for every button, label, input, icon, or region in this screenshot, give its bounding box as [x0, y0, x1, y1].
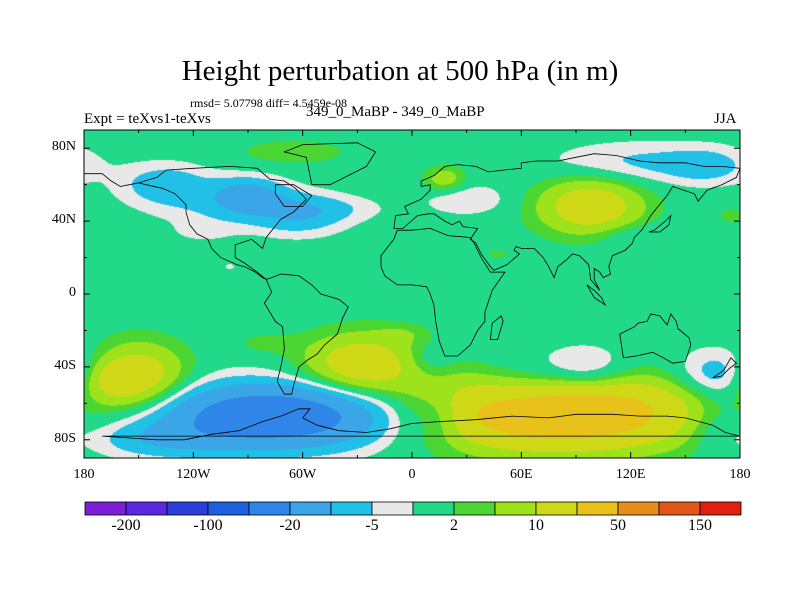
- lat-tick-label: 40S: [54, 357, 76, 373]
- coastline-10: [283, 142, 377, 186]
- colorbar-label: 50: [610, 517, 626, 534]
- season-label: JJA: [714, 111, 737, 127]
- colorbar-swatch: [535, 501, 578, 516]
- lon-tick-label: 0: [408, 467, 416, 482]
- coastline-8: [586, 284, 607, 307]
- colorbar-label: -100: [193, 517, 223, 534]
- colorbar-label: -20: [279, 517, 301, 534]
- colorbar-swatch: [494, 501, 537, 516]
- chart-title: Height perturbation at 500 hPa (in m): [181, 55, 619, 87]
- colorbar-swatch: [248, 501, 291, 516]
- colorbar-label: -200: [111, 517, 141, 534]
- colorbar-swatch: [453, 501, 496, 516]
- colorbar-swatch: [330, 501, 373, 516]
- experiment-label: Expt = teXvs1-teXvs: [84, 111, 211, 127]
- colorbar-swatch: [617, 501, 660, 516]
- case-label: 349_0_MaBP - 349_0_MaBP: [306, 104, 485, 120]
- coastlines: [84, 142, 740, 441]
- colorbar-swatch: [371, 501, 414, 516]
- lon-tick-label: 180: [729, 467, 751, 482]
- colorbar-label: 150: [688, 517, 712, 534]
- coastline-6: [393, 168, 740, 291]
- colorbar-swatch: [166, 501, 209, 516]
- lat-tick-label: 40N: [51, 212, 76, 228]
- lat-tick-label: 0: [69, 285, 76, 300]
- colorbar-swatch: [412, 501, 455, 516]
- colorbar-swatch: [576, 501, 619, 516]
- colorbar-swatch: [289, 501, 332, 516]
- coastline-13: [648, 214, 672, 233]
- lon-tick-label: 180: [73, 467, 95, 482]
- colorbar: [84, 501, 742, 516]
- coastline-9: [274, 184, 313, 207]
- lon-tick-label: 60W: [289, 467, 317, 482]
- colorbar-swatch: [658, 501, 701, 516]
- lat-tick-label: 80N: [51, 139, 76, 155]
- coastline-3: [380, 227, 506, 357]
- colorbar-label: 10: [528, 517, 544, 534]
- lon-tick-label: 120W: [176, 467, 211, 482]
- coastline-0: [102, 408, 740, 441]
- coastline-12: [490, 315, 504, 341]
- coastline-1: [137, 165, 307, 280]
- coastline-11: [712, 357, 738, 379]
- colorbar-swatch: [84, 501, 127, 516]
- colorbar-swatch: [699, 501, 742, 516]
- colorbar-swatch: [125, 501, 168, 516]
- lat-tick-label: 80S: [54, 430, 76, 446]
- colorbar-label: -5: [365, 517, 379, 534]
- colorbar-label: 2: [450, 517, 458, 534]
- contour-field: [84, 130, 740, 458]
- coastline-2: [263, 273, 349, 395]
- colorbar-swatch: [207, 501, 250, 516]
- coastline-7: [619, 313, 692, 364]
- axis-ticks: [83, 130, 741, 458]
- coastline-5: [84, 173, 139, 187]
- lon-tick-label: 60E: [510, 467, 533, 482]
- coastline-4: [393, 153, 740, 229]
- rmsd-diff-stats: rmsd= 5.07798 diff= 4.5459e-08: [190, 96, 347, 110]
- lon-tick-label: 120E: [615, 467, 646, 482]
